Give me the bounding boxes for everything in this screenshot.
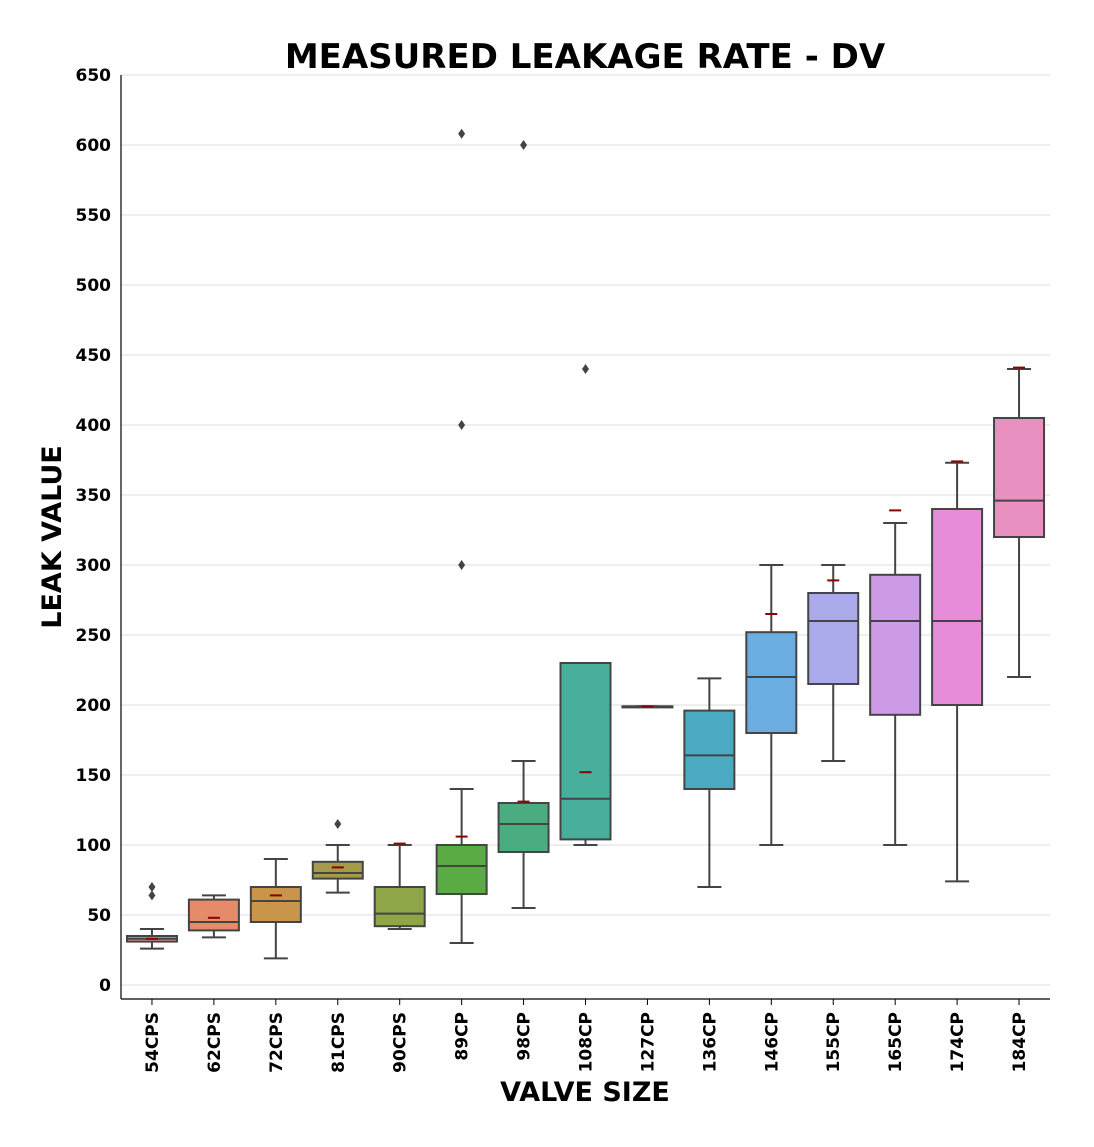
iqr-box <box>745 631 798 735</box>
x-tick-label: 174CP <box>948 1012 968 1072</box>
box-184CP <box>993 366 1046 678</box>
y-tick-label: 400 <box>76 416 112 436</box>
outlier-point <box>334 819 342 829</box>
box-127CP <box>621 705 674 709</box>
chart-title: MEASURED LEAKAGE RATE - DV <box>285 37 886 77</box>
x-tick-label: 136CP <box>700 1012 720 1072</box>
box-series <box>125 128 1046 960</box>
iqr-box <box>931 508 984 706</box>
iqr-box <box>559 662 612 841</box>
x-tick-label: 72CPS <box>267 1012 287 1073</box>
y-tick-label: 50 <box>87 906 111 926</box>
x-tick-label: 62CPS <box>205 1012 225 1073</box>
x-tick-label: 54CPS <box>143 1012 163 1073</box>
x-tick-label: 108CP <box>577 1012 597 1072</box>
box-136CP <box>683 677 736 888</box>
box-146CP <box>745 564 798 846</box>
box-165CP <box>869 509 922 846</box>
x-axis-label: VALVE SIZE <box>500 1077 670 1108</box>
box-89CP <box>435 128 488 944</box>
y-tick-label: 200 <box>76 696 112 716</box>
y-tick-labels: 0 50 100 150 200 250 300 350 400 450 500 550 600 650 <box>76 66 112 996</box>
x-tick-label: 98CP <box>515 1012 535 1061</box>
grid-lines <box>121 74 1050 986</box>
y-tick-label: 250 <box>76 626 112 646</box>
iqr-box <box>373 886 426 928</box>
iqr-box <box>807 592 860 685</box>
box-72CPS <box>249 858 302 960</box>
outlier-point <box>520 140 528 150</box>
outlier-point <box>458 420 466 430</box>
y-tick-label: 150 <box>76 766 112 786</box>
outlier-point <box>582 364 589 374</box>
iqr-box <box>249 886 302 923</box>
x-tick-label: 81CPS <box>329 1012 349 1073</box>
outlier-point <box>458 560 466 570</box>
x-tick-label: 90CPS <box>391 1012 411 1073</box>
y-tick-label: 650 <box>76 66 112 86</box>
y-tick-label: 450 <box>76 346 112 366</box>
outlier-point <box>148 890 156 901</box>
x-tick-label: 146CP <box>762 1012 782 1072</box>
x-tick-label: 89CP <box>453 1012 473 1061</box>
box-90CPS <box>373 842 426 930</box>
x-tick-label: 155CP <box>824 1012 844 1072</box>
x-tick-label: 165CP <box>886 1012 906 1072</box>
iqr-box <box>187 898 240 932</box>
iqr-box <box>435 844 488 895</box>
iqr-box <box>869 573 922 716</box>
box-62CPS <box>187 894 240 939</box>
outlier-point <box>148 882 156 892</box>
outlier-point <box>458 128 466 139</box>
iqr-box <box>993 417 1046 538</box>
iqr-box <box>683 709 736 790</box>
y-axis-label: LEAK VALUE <box>37 445 68 628</box>
iqr-box <box>497 802 550 853</box>
x-tick-labels: 54CPS 62CPS 72CPS 81CPS 90CPS 89CP 98CP 108CP 12… <box>143 1012 1030 1073</box>
y-tick-label: 100 <box>76 836 112 856</box>
y-tick-label: 600 <box>76 136 112 156</box>
box-98CP <box>497 140 550 909</box>
y-tick-label: 300 <box>76 556 112 576</box>
x-tick-label: 184CP <box>1010 1012 1030 1072</box>
box-108CP <box>559 364 612 846</box>
box-174CP <box>931 460 984 883</box>
y-tick-label: 500 <box>76 276 112 296</box>
y-tick-label: 0 <box>99 976 111 996</box>
axes <box>120 75 1050 1005</box>
y-tick-label: 350 <box>76 486 112 506</box>
box-155CP <box>807 564 860 762</box>
y-tick-label: 550 <box>76 206 112 226</box>
box-54CPS <box>125 882 178 950</box>
iqr-box <box>311 860 364 880</box>
box-81CPS <box>311 819 364 894</box>
x-tick-label: 127CP <box>638 1012 658 1072</box>
